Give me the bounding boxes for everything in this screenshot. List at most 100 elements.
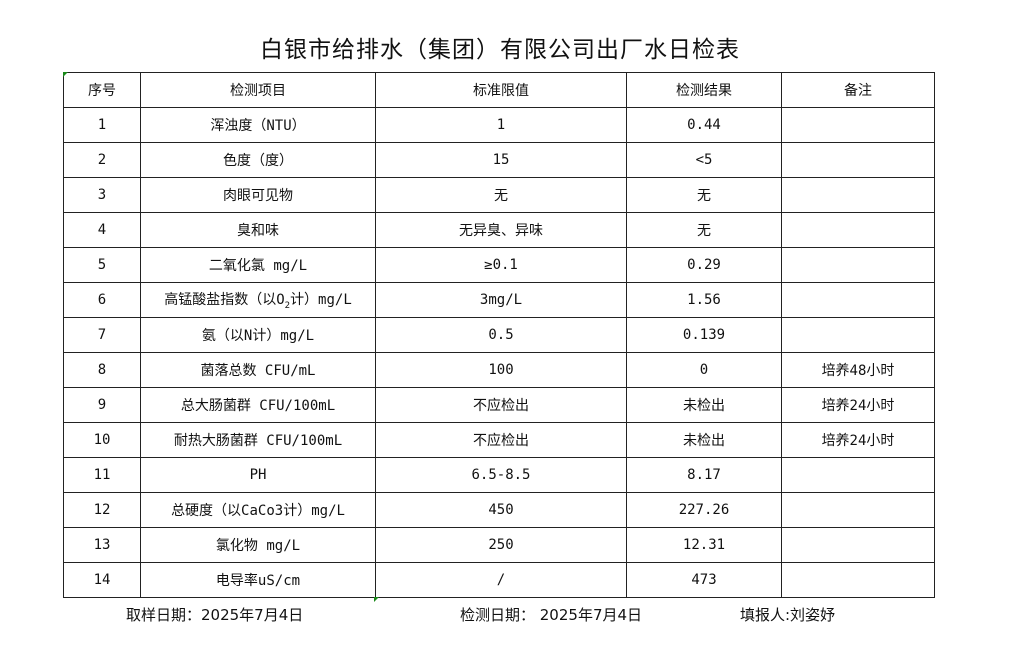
row-number: 5 <box>97 257 107 273</box>
test-result: 未检出 <box>683 433 725 449</box>
test-item-cell: 高锰酸盐指数（以O2计）mg/L <box>140 282 376 318</box>
test-item: 臭和味 <box>237 223 279 239</box>
cell-marker-icon <box>63 72 68 77</box>
table-row: 10 耐热大肠菌群 CFU/100mL 不应检出 未检出 培养24小时 <box>63 422 935 458</box>
remark-cell <box>781 562 935 598</box>
row-number: 14 <box>93 572 111 588</box>
test-result: 无 <box>697 188 711 204</box>
test-result: 0.44 <box>687 117 721 133</box>
row-number: 11 <box>93 467 111 483</box>
table-row: 8 菌落总数 CFU/mL 100 0 培养48小时 <box>63 352 935 388</box>
standard-limit: 1 <box>496 117 506 133</box>
row-number-cell: 3 <box>63 177 141 213</box>
standard-limit-cell: 0.5 <box>375 317 627 353</box>
row-number: 1 <box>97 117 107 133</box>
table-row: 2 色度（度） 15 <5 <box>63 142 935 178</box>
test-result: 8.17 <box>687 467 721 483</box>
row-number-cell: 4 <box>63 212 141 248</box>
row-number-cell: 14 <box>63 562 141 598</box>
row-number-cell: 2 <box>63 142 141 178</box>
page-title: 白银市给排水（集团）有限公司出厂水日检表 <box>260 37 740 63</box>
row-number: 4 <box>97 222 107 238</box>
test-item-cell: 浑浊度（NTU） <box>140 107 376 143</box>
test-item-cell: 总硬度（以CaCo3计）mg/L <box>140 492 376 528</box>
item-subscript: 2 <box>284 300 291 311</box>
row-number: 7 <box>97 327 107 343</box>
test-result-cell: 0 <box>626 352 782 388</box>
row-number-cell: 1 <box>63 107 141 143</box>
remark: 培养24小时 <box>821 398 895 414</box>
row-number-cell: 11 <box>63 457 141 493</box>
row-number: 9 <box>97 397 107 413</box>
test-result-cell: 12.31 <box>626 527 782 563</box>
test-result: 0.29 <box>687 257 721 273</box>
row-number-cell: 12 <box>63 492 141 528</box>
table-row: 9 总大肠菌群 CFU/100mL 不应检出 未检出 培养24小时 <box>63 387 935 423</box>
standard-limit: 无 <box>494 188 508 204</box>
remark: 培养48小时 <box>821 363 895 379</box>
test-result-cell: <5 <box>626 142 782 178</box>
standard-limit-cell: 不应检出 <box>375 422 627 458</box>
test-item: 肉眼可见物 <box>223 188 293 204</box>
row-number-cell: 13 <box>63 527 141 563</box>
standard-limit: 100 <box>488 362 514 378</box>
test-result: 无 <box>697 223 711 239</box>
test-item: 二氧化氯 mg/L <box>208 258 308 274</box>
standard-limit-cell: 6.5-8.5 <box>375 457 627 493</box>
test-item-cell: PH <box>140 457 376 493</box>
remark-cell <box>781 492 935 528</box>
test-item-cell: 肉眼可见物 <box>140 177 376 213</box>
standard-limit-cell: 1 <box>375 107 627 143</box>
remark-cell: 培养24小时 <box>781 422 935 458</box>
standard-limit-cell: 3mg/L <box>375 282 627 318</box>
table-row: 12 总硬度（以CaCo3计）mg/L 450 227.26 <box>63 492 935 528</box>
table-row: 7 氨（以N计）mg/L 0.5 0.139 <box>63 317 935 353</box>
row-number-cell: 6 <box>63 282 141 318</box>
header-no: 序号 <box>63 72 141 108</box>
remark-cell <box>781 317 935 353</box>
row-number: 6 <box>97 292 107 308</box>
item-suffix: 计）mg/L <box>290 292 352 309</box>
test-item: 电导率uS/cm <box>215 573 301 589</box>
test-result: 227.26 <box>678 502 730 518</box>
row-number: 13 <box>93 537 111 553</box>
test-result: <5 <box>695 152 713 168</box>
standard-limit-cell: 250 <box>375 527 627 563</box>
test-result: 1.56 <box>687 292 721 308</box>
standard-limit: 6.5-8.5 <box>471 467 531 483</box>
row-number-cell: 9 <box>63 387 141 423</box>
cell-marker-icon <box>374 597 379 602</box>
test-item-cell: 二氧化氯 mg/L <box>140 247 376 283</box>
header-note: 备注 <box>781 72 935 108</box>
test-item-cell: 氯化物 mg/L <box>140 527 376 563</box>
standard-limit: 3mg/L <box>479 292 523 308</box>
test-item: 耐热大肠菌群 CFU/100mL <box>173 433 343 449</box>
remark-cell <box>781 457 935 493</box>
row-number: 10 <box>93 432 111 448</box>
sample-date: 取样日期：2025年7月4日 <box>126 606 304 624</box>
test-date: 检测日期： 2025年7月4日 <box>460 606 643 624</box>
test-result-cell: 0.44 <box>626 107 782 143</box>
table-header-row: 序号 检测项目 标准限值 检测结果 备注 <box>63 72 935 108</box>
table-row: 11 PH 6.5-8.5 8.17 <box>63 457 935 493</box>
test-result: 0.139 <box>682 327 726 343</box>
remark-cell <box>781 212 935 248</box>
standard-limit: 450 <box>488 502 514 518</box>
remark-cell <box>781 142 935 178</box>
remark-cell <box>781 177 935 213</box>
standard-limit-cell: 不应检出 <box>375 387 627 423</box>
remark-cell <box>781 247 935 283</box>
test-result-cell: 未检出 <box>626 422 782 458</box>
test-item: 总大肠菌群 CFU/100mL <box>180 398 336 414</box>
test-result-cell: 无 <box>626 212 782 248</box>
filled-by: 填报人:刘姿妤 <box>740 606 836 624</box>
remark-cell <box>781 107 935 143</box>
test-item-cell: 电导率uS/cm <box>140 562 376 598</box>
row-number-cell: 8 <box>63 352 141 388</box>
standard-limit: ≥0.1 <box>484 257 518 273</box>
standard-limit: 不应检出 <box>473 398 529 414</box>
test-result-cell: 8.17 <box>626 457 782 493</box>
test-result-cell: 227.26 <box>626 492 782 528</box>
row-number-cell: 10 <box>63 422 141 458</box>
standard-limit: 15 <box>492 152 510 168</box>
